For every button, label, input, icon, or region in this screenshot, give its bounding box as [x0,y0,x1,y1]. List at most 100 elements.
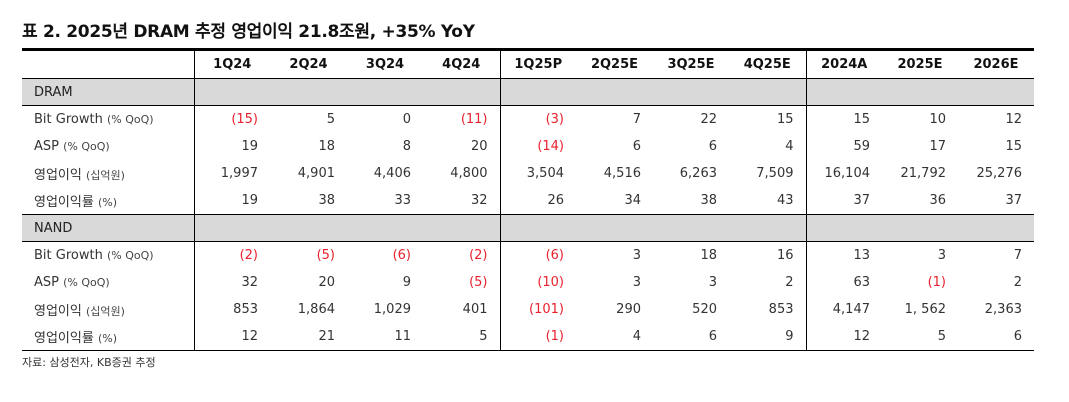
value-cell: 15 [729,105,807,133]
table-row: ASP (% QoQ) 19 18 8 20 (14) 6 6 4 59 17 15 [22,133,1034,160]
value-cell: 8 [402,139,411,154]
table-row: 영업이익률 (%) 12 21 11 5 (1) 4 6 9 12 5 6 [22,323,1034,351]
value-cell: 12 [806,323,882,351]
value-cell: 16,104 [824,166,871,181]
value-cell: 4,901 [297,166,335,181]
value-cell: (11) [423,105,501,133]
value-cell: 15 [853,112,870,127]
row-label: Bit Growth (% QoQ) [22,105,195,133]
value-cell: 9 [402,275,411,290]
row-label-text: 영업이익 [34,304,82,319]
value-cell: 4,800 [423,160,501,187]
section-cell [347,214,423,242]
value-cell: 22 [700,112,717,127]
row-label-text: ASP [34,139,59,154]
value-cell: 10 [929,112,946,127]
section-cell [806,214,882,242]
value-cell: 1, 562 [904,302,946,317]
value-cell: 6,263 [679,166,717,181]
column-header: 4Q25E [729,49,807,79]
value-cell: 401 [423,296,501,323]
section-row-dram: DRAM [22,78,1034,106]
row-unit: (십억원) [85,169,125,182]
row-label: Bit Growth (% QoQ) [22,241,195,269]
value-cell: 4,406 [373,166,411,181]
value-cell: 7,509 [729,160,807,187]
value-cell: 26 [500,187,576,215]
value-cell: 520 [692,302,717,317]
value-cell: (10) [537,275,564,290]
value-cell: 19 [241,139,258,154]
row-label: 영업이익률 (%) [22,323,195,351]
column-header: 2025E [882,49,958,79]
section-cell [882,78,958,106]
section-cell [576,214,653,242]
section-cell [958,214,1034,242]
section-cell [729,78,807,106]
section-label: DRAM [22,78,195,106]
section-cell [576,78,653,106]
value-cell: 37 [958,187,1034,215]
column-header: 1Q25P [500,49,576,79]
value-cell: 13 [853,248,870,263]
value-cell: 25,276 [976,166,1023,181]
value-cell: 6 [653,323,729,351]
value-cell: (5) [316,248,335,263]
column-header: 2024A [806,49,882,79]
value-cell: 0 [402,112,411,127]
column-header: 2026E [958,49,1034,79]
value-cell: 3 [708,275,717,290]
value-cell: 20 [423,133,501,160]
row-unit: (% QoQ) [106,113,154,126]
value-cell: (2) [239,248,258,263]
table-row: 영업이익 (십억원) 853 1,864 1,029 401 (101) 290 520 853… [22,296,1034,323]
row-label-text: ASP [34,275,59,290]
value-cell: 4,516 [603,166,641,181]
value-cell: 3 [632,275,641,290]
value-cell: 5 [882,323,958,351]
value-cell: (6) [545,248,564,263]
value-cell: (6) [392,248,411,263]
value-cell: 3 [937,248,946,263]
table-row: 영업이익률 (%) 19 38 33 32 26 34 38 43 37 36 37 [22,187,1034,215]
value-cell: 6 [632,139,641,154]
value-cell: 3,504 [526,166,564,181]
value-cell: 12 [194,323,270,351]
value-cell: 4 [576,323,653,351]
section-cell [500,214,576,242]
value-cell: 21,792 [900,166,947,181]
value-cell: 18 [318,139,335,154]
value-cell: (101) [529,302,564,317]
column-header: 3Q25E [653,49,729,79]
section-cell [194,78,270,106]
section-cell [653,78,729,106]
value-cell: 2,363 [984,302,1022,317]
source-note: 자료: 삼성전자, KB증권 추정 [22,356,156,369]
section-cell [806,78,882,106]
column-header: 3Q24 [347,49,423,79]
value-cell: (1) [500,323,576,351]
value-cell: 17 [929,139,946,154]
financial-table: 1Q24 2Q24 3Q24 4Q24 1Q25P 2Q25E 3Q25E 4Q… [22,48,1034,351]
value-cell: 9 [729,323,807,351]
header-row: 1Q24 2Q24 3Q24 4Q24 1Q25P 2Q25E 3Q25E 4Q… [22,49,1034,79]
value-cell: 37 [806,187,882,215]
table-row: ASP (% QoQ) 32 20 9 (5) (10) 3 3 2 63 (1) 2 [22,269,1034,296]
row-unit: (% QoQ) [63,140,110,153]
row-unit: (십억원) [85,305,125,318]
row-label: ASP (% QoQ) [22,269,195,296]
section-cell [958,78,1034,106]
section-cell [194,214,270,242]
row-unit: (% QoQ) [106,249,154,262]
value-cell: 34 [576,187,653,215]
value-cell: 853 [233,302,258,317]
section-cell [423,78,501,106]
column-header: 4Q24 [423,49,501,79]
section-cell [882,214,958,242]
value-cell: 7 [632,112,641,127]
row-label-text: 영업이익률 [34,195,94,210]
value-cell: (3) [545,112,564,127]
table-title: 표 2. 2025년 DRAM 추정 영업이익 21.8조원, +35% YoY [22,22,475,42]
row-unit: (%) [97,332,117,345]
value-cell: 6 [708,139,717,154]
